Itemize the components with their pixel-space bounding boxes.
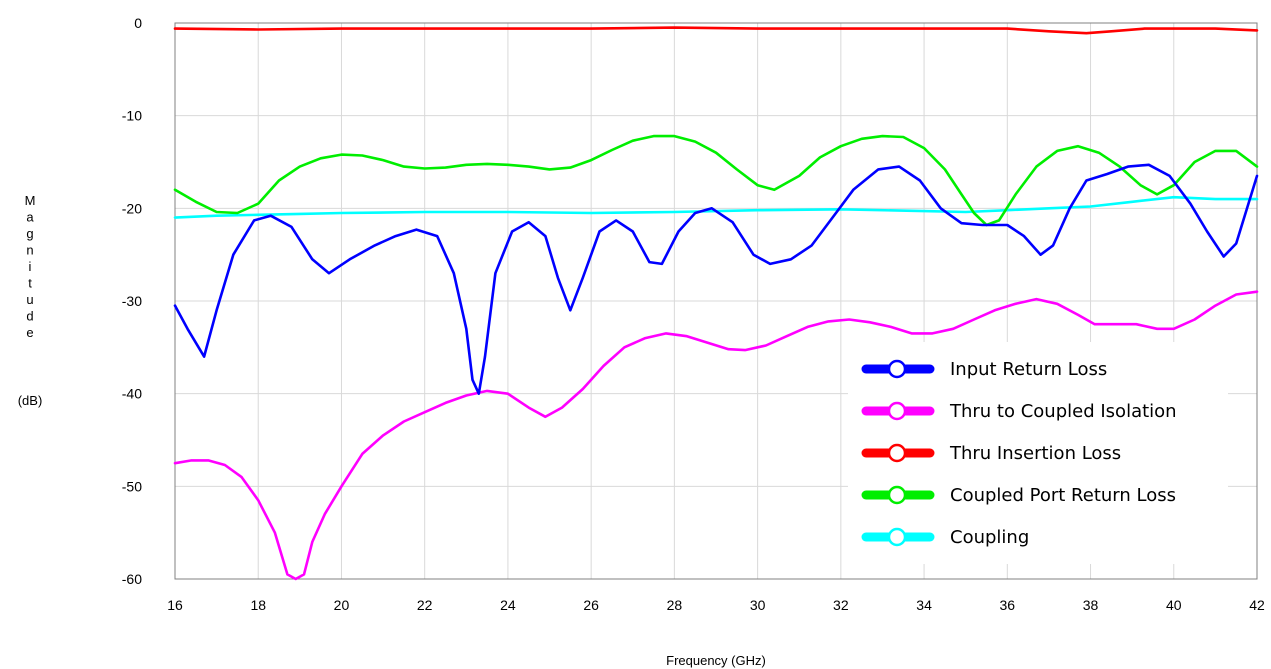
legend-label: Coupling	[950, 527, 1029, 548]
x-tick-label: 20	[334, 597, 350, 613]
y-axis-label-letter: g	[26, 226, 33, 241]
x-tick-label: 18	[250, 597, 266, 613]
x-tick-label: 28	[667, 597, 683, 613]
y-axis-label-letter: d	[26, 309, 33, 324]
legend-item-thru-insertion-loss: Thru Insertion Loss	[861, 443, 1121, 464]
y-tick-label: -60	[122, 571, 142, 587]
series-line-thru-to-coupled-isolation	[173, 290, 1259, 581]
legend-marker-icon	[887, 401, 907, 421]
x-tick-label: 32	[833, 597, 849, 613]
series-line-thru-insertion-loss	[173, 26, 1259, 35]
y-axis-label-letter: i	[29, 259, 32, 274]
legend-label: Thru to Coupled Isolation	[949, 401, 1177, 422]
y-tick-label: -10	[122, 108, 142, 124]
legend-marker-icon	[887, 527, 907, 547]
x-tick-label: 30	[750, 597, 766, 613]
y-tick-label: 0	[134, 15, 142, 31]
y-tick-label: -20	[122, 200, 142, 216]
series-line-coupled-port-return-loss	[173, 134, 1259, 227]
x-tick-label: 24	[500, 597, 516, 613]
y-axis-label-letter: u	[26, 292, 33, 307]
legend: Input Return Loss Thru to Coupled Isolati…	[848, 342, 1228, 564]
x-tick-label: 42	[1249, 597, 1265, 613]
legend-marker-icon	[887, 359, 907, 379]
plot-area-frame	[174, 22, 1258, 580]
legend-marker-icon	[887, 443, 907, 463]
x-tick-label: 40	[1166, 597, 1182, 613]
y-axis-label-letter: M	[25, 193, 36, 208]
x-tick-label: 26	[583, 597, 599, 613]
legend-item-coupled-port-return-loss: Coupled Port Return Loss	[861, 485, 1176, 506]
legend-label: Input Return Loss	[950, 359, 1107, 380]
legend-label: Coupled Port Return Loss	[950, 485, 1176, 506]
y-tick-label: -40	[122, 386, 142, 402]
y-axis-label-letter: n	[26, 243, 33, 258]
y-axis-label-letter: a	[26, 210, 34, 225]
x-tick-label: 38	[1083, 597, 1099, 613]
tick-labels: 16 18 20 22 24 26 28 30 32 34 36 38 40 42 0 -10 -20 -30 -4…	[122, 15, 1265, 613]
x-tick-label: 34	[916, 597, 932, 613]
y-axis-label-letter: e	[26, 325, 33, 340]
series-line-coupling	[173, 195, 1259, 219]
legend-item-thru-to-coupled-isolation: Thru to Coupled Isolation	[861, 401, 1177, 422]
legend-item-input-return-loss: Input Return Loss	[861, 359, 1107, 380]
x-tick-label: 16	[167, 597, 183, 613]
legend-item-coupling: Coupling	[861, 527, 1029, 548]
y-axis-label-letter: t	[28, 276, 32, 291]
y-tick-label: -50	[122, 478, 142, 494]
x-tick-label: 22	[417, 597, 433, 613]
series-line-input-return-loss	[173, 163, 1259, 396]
series-lines	[173, 26, 1259, 581]
x-axis-label: Frequency (GHz)	[666, 653, 766, 668]
legend-marker-icon	[887, 485, 907, 505]
legend-label: Thru Insertion Loss	[949, 443, 1121, 464]
y-axis-unit: (dB)	[18, 393, 43, 408]
x-tick-label: 36	[1000, 597, 1016, 613]
y-tick-label: -30	[122, 293, 142, 309]
